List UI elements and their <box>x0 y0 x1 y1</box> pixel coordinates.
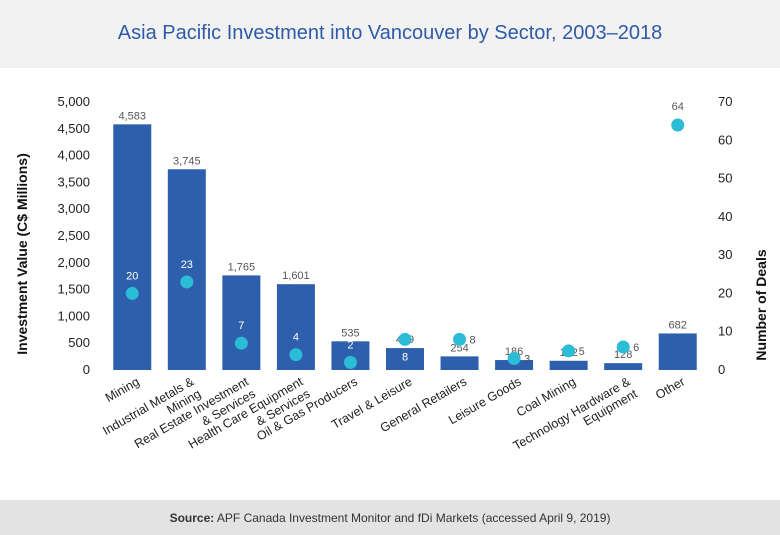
deal-count-label: 3 <box>524 354 530 366</box>
y-tick-label: 3,000 <box>57 201 90 216</box>
deal-count-label: 2 <box>347 339 353 351</box>
bar-value-label: 535 <box>341 327 359 339</box>
category-label-line: Other <box>653 374 687 402</box>
bar-value-label: 3,745 <box>173 155 201 167</box>
deal-count-label: 8 <box>470 334 476 346</box>
y-tick-label: 2,000 <box>57 255 90 270</box>
bar-value-label: 682 <box>669 319 687 331</box>
source-line: Source: APF Canada Investment Monitor an… <box>0 511 780 525</box>
y-tick-label: 1,500 <box>57 282 90 297</box>
y-axis-title: Investment Value (C$ Millions) <box>14 153 30 355</box>
deal-dot <box>616 340 630 354</box>
bar-value-label: 128 <box>614 349 632 361</box>
deal-dot <box>343 355 357 369</box>
y2-tick-label: 10 <box>718 324 732 339</box>
deal-dot <box>289 348 303 362</box>
deal-count-label: 7 <box>238 320 244 332</box>
deal-count-label: 64 <box>672 101 684 113</box>
y2-tick-label: 40 <box>718 209 732 224</box>
deal-dot <box>180 275 194 289</box>
y2-tick-label: 0 <box>718 362 725 377</box>
category-label: Other <box>653 374 687 402</box>
y2-tick-label: 20 <box>718 285 732 300</box>
bar <box>658 333 697 370</box>
source-label: Source: <box>169 511 215 525</box>
deal-dot <box>453 332 467 346</box>
deal-dot <box>398 332 412 346</box>
y2-tick-label: 70 <box>718 94 732 109</box>
chart-title: Asia Pacific Investment into Vancouver b… <box>117 22 663 44</box>
y-tick-label: 2,500 <box>57 228 90 243</box>
category-label-line: Mining <box>103 374 142 405</box>
deal-dot <box>671 118 685 132</box>
y2-axis-title: Number of Deals <box>753 249 769 360</box>
bar-value-label: 1,765 <box>228 261 256 273</box>
deal-dot <box>562 344 576 358</box>
y-tick-label: 4,500 <box>57 121 90 136</box>
y-tick-label: 3,500 <box>57 174 90 189</box>
bar <box>167 169 206 370</box>
footer-band <box>0 500 780 535</box>
source-text: APF Canada Investment Monitor and fDi Ma… <box>216 511 611 525</box>
bar <box>440 356 479 370</box>
chart: 05001,0001,5002,0002,5003,0003,5004,0004… <box>14 94 769 453</box>
bar <box>549 360 588 370</box>
deal-count-label: 20 <box>126 270 138 282</box>
bar <box>386 348 424 370</box>
bar <box>113 124 152 370</box>
y-tick-label: 1,000 <box>57 308 90 323</box>
deal-count-label: 23 <box>181 259 193 271</box>
bar-value-label: 4,583 <box>119 110 147 122</box>
deal-dots: 20 23 7 4 2 8 8 3 5 6 64 <box>125 101 685 369</box>
bar-value-label: 254 <box>450 342 468 354</box>
bar <box>604 363 643 370</box>
y2-tick-label: 50 <box>718 171 732 186</box>
deal-count-label: 8 <box>402 351 408 363</box>
bar-value-label: 1,601 <box>282 270 310 282</box>
y-tick-label: 0 <box>83 362 90 377</box>
bar <box>495 360 534 370</box>
deal-count-label: 4 <box>293 332 299 344</box>
y-axis: 0 500 1,000 1,500 2,000 2,500 3,000 3,500 4,000 4… <box>57 94 90 377</box>
deal-count-label: 5 <box>579 346 585 358</box>
title-band <box>0 0 780 68</box>
y-tick-label: 4,000 <box>57 148 90 163</box>
y2-axis: 0 10 20 30 40 50 60 70 <box>718 94 732 377</box>
bar <box>222 275 261 370</box>
deal-dot <box>234 336 248 350</box>
deal-dot <box>507 352 521 366</box>
deal-dot <box>125 286 139 300</box>
y-tick-label: 500 <box>68 335 90 350</box>
category-label: Mining <box>103 374 142 405</box>
deal-count-label: 6 <box>633 342 639 354</box>
y2-tick-label: 30 <box>718 247 732 262</box>
y2-tick-label: 60 <box>718 132 732 147</box>
y-tick-label: 5,000 <box>57 94 90 109</box>
